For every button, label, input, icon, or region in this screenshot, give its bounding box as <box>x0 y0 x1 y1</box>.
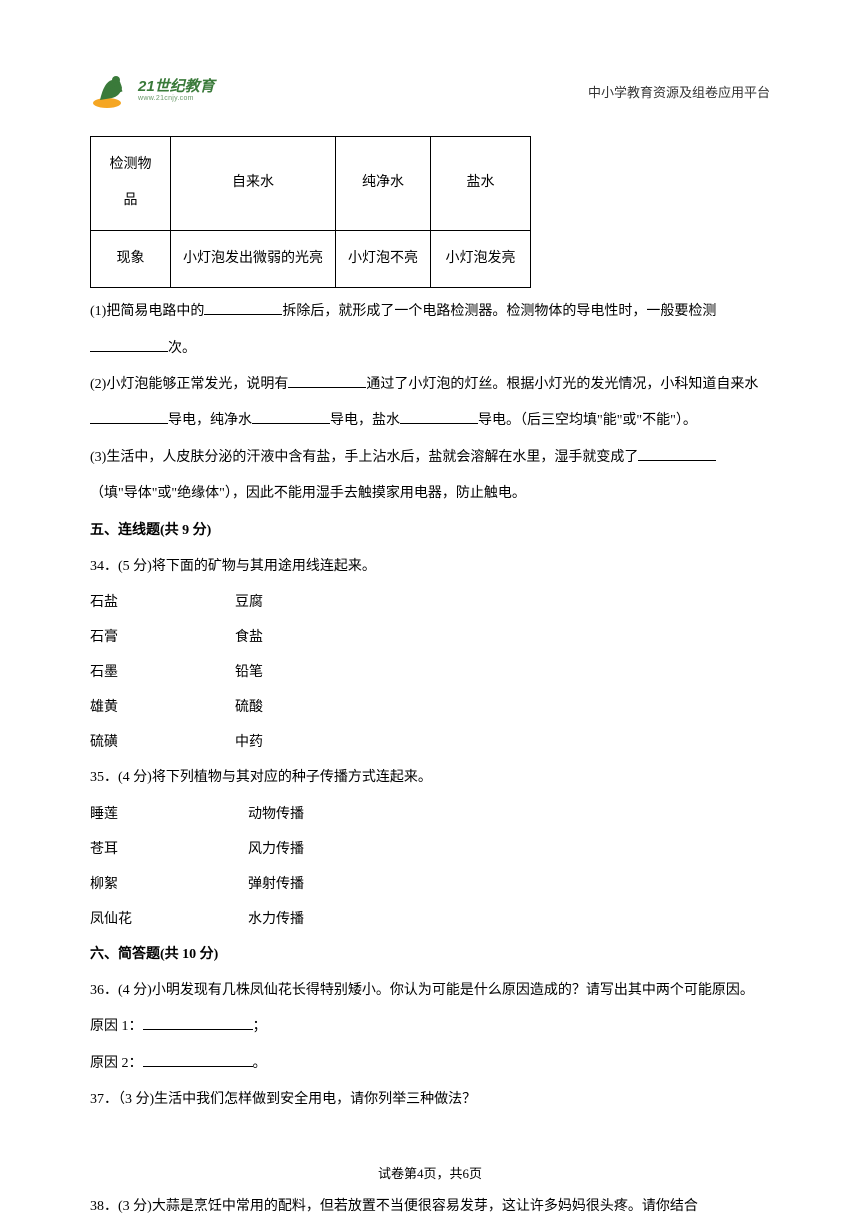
q2-text: 通过了小灯泡的灯丝。根据小灯光的发光情况，小科知道自来水 <box>366 377 758 392</box>
table-row: 现象 小灯泡发出微弱的光亮 小灯泡不亮 小灯泡发亮 <box>91 230 531 287</box>
match-right: 中药 <box>235 725 263 760</box>
reason-suffix: 。 <box>253 1056 267 1071</box>
match-right: 豆腐 <box>235 585 263 620</box>
match-right: 水力传播 <box>248 902 304 937</box>
table-cell: 纯净水 <box>336 137 431 231</box>
match-right: 动物传播 <box>248 797 304 832</box>
match-left: 硫磺 <box>90 725 235 760</box>
match-row: 硫磺中药 <box>90 725 770 760</box>
match-left: 柳絮 <box>90 867 248 902</box>
blank-input[interactable] <box>143 1053 253 1067</box>
content-body: 检测物品 自来水 纯净水 盐水 现象 小灯泡发出微弱的光亮 小灯泡不亮 小灯泡发… <box>90 136 770 1225</box>
logo-icon <box>90 70 132 112</box>
question-36-reason1: 原因 1： ； <box>90 1009 770 1045</box>
blank-input[interactable] <box>204 301 282 315</box>
table-cell: 现象 <box>91 230 171 287</box>
match-left: 石盐 <box>90 585 235 620</box>
table-cell: 小灯泡不亮 <box>336 230 431 287</box>
page-footer: 试卷第4页，共6页 <box>0 1163 860 1182</box>
q1-text: (1)把简易电路中的 <box>90 304 204 319</box>
platform-text: 中小学教育资源及组卷应用平台 <box>588 82 770 101</box>
match-right: 硫酸 <box>235 690 263 725</box>
question-34-prompt: 34．(5 分)将下面的矿物与其用途用线连起来。 <box>90 549 770 585</box>
reason-suffix: ； <box>253 1019 267 1034</box>
match-left: 苍耳 <box>90 832 248 867</box>
match-left: 石墨 <box>90 655 235 690</box>
question-36-reason2: 原因 2： 。 <box>90 1046 770 1082</box>
match-right: 食盐 <box>235 620 263 655</box>
blank-input[interactable] <box>252 410 330 424</box>
table-cell: 自来水 <box>171 137 336 231</box>
question-38-prompt: 38．(3 分)大蒜是烹饪中常用的配料，但若放置不当便很容易发芽，这让许多妈妈很… <box>90 1189 770 1225</box>
match-row: 睡莲动物传播 <box>90 797 770 832</box>
question-3b: （填"导体"或"绝缘体"），因此不能用湿手去触摸家用电器，防止触电。 <box>90 476 770 512</box>
question-36-prompt: 36．(4 分)小明发现有几株凤仙花长得特别矮小。你认为可能是什么原因造成的？请… <box>90 973 770 1009</box>
q2-text: 导电。（后三空均填"能"或"不能"）。 <box>478 413 697 428</box>
q2-text: 导电，纯净水 <box>168 413 252 428</box>
blank-input[interactable] <box>90 410 168 424</box>
question-35-prompt: 35．(4 分)将下列植物与其对应的种子传播方式连起来。 <box>90 760 770 796</box>
section-6-title: 六、简答题(共 10 分) <box>90 937 770 973</box>
match-left: 雄黄 <box>90 690 235 725</box>
table-cell: 小灯泡发出微弱的光亮 <box>171 230 336 287</box>
q3-text: （填"导体"或"绝缘体"），因此不能用湿手去触摸家用电器，防止触电。 <box>90 486 526 501</box>
reason-label: 原因 1： <box>90 1019 143 1034</box>
match-row: 雄黄硫酸 <box>90 690 770 725</box>
logo-title: 21世纪教育 <box>138 79 215 96</box>
match-row: 凤仙花水力传播 <box>90 902 770 937</box>
question-1: (1)把简易电路中的 拆除后，就形成了一个电路检测器。检测物体的导电性时，一般要检… <box>90 294 770 367</box>
match-row: 柳絮弹射传播 <box>90 867 770 902</box>
question-2: (2)小灯泡能够正常发光，说明有 通过了小灯泡的灯丝。根据小灯光的发光情况，小科知… <box>90 367 770 440</box>
q3-text: (3)生活中，人皮肤分泌的汗液中含有盐，手上沾水后，盐就会溶解在水里，湿手就变成… <box>90 450 638 465</box>
match-row: 石墨铅笔 <box>90 655 770 690</box>
blank-input[interactable] <box>288 374 366 388</box>
experiment-table: 检测物品 自来水 纯净水 盐水 现象 小灯泡发出微弱的光亮 小灯泡不亮 小灯泡发… <box>90 136 531 288</box>
logo-text: 21世纪教育 www.21cnjy.com <box>138 79 215 103</box>
match-right: 风力传播 <box>248 832 304 867</box>
match-row: 苍耳风力传播 <box>90 832 770 867</box>
question-3: (3)生活中，人皮肤分泌的汗液中含有盐，手上沾水后，盐就会溶解在水里，湿手就变成… <box>90 440 770 476</box>
q2-text: (2)小灯泡能够正常发光，说明有 <box>90 377 288 392</box>
q1-text: 次。 <box>168 341 196 356</box>
match-right: 铅笔 <box>235 655 263 690</box>
logo: 21世纪教育 www.21cnjy.com <box>90 70 215 112</box>
section-5-title: 五、连线题(共 9 分) <box>90 513 770 549</box>
match-left: 睡莲 <box>90 797 248 832</box>
logo-url: www.21cnjy.com <box>138 95 215 103</box>
match-row: 石盐豆腐 <box>90 585 770 620</box>
table-row: 检测物品 自来水 纯净水 盐水 <box>91 137 531 231</box>
table-cell: 盐水 <box>431 137 531 231</box>
q2-text: 导电，盐水 <box>330 413 400 428</box>
blank-input[interactable] <box>400 410 478 424</box>
blank-input[interactable] <box>638 447 716 461</box>
match-row: 石膏食盐 <box>90 620 770 655</box>
q1-text: 拆除后，就形成了一个电路检测器。检测物体的导电性时，一般要检测 <box>282 304 716 319</box>
match-right: 弹射传播 <box>248 867 304 902</box>
page-header: 21世纪教育 www.21cnjy.com 中小学教育资源及组卷应用平台 <box>90 70 770 112</box>
blank-input[interactable] <box>90 338 168 352</box>
table-cell: 检测物品 <box>91 137 171 231</box>
table-cell: 小灯泡发亮 <box>431 230 531 287</box>
match-left: 石膏 <box>90 620 235 655</box>
blank-input[interactable] <box>143 1016 253 1030</box>
reason-label: 原因 2： <box>90 1056 143 1071</box>
match-left: 凤仙花 <box>90 902 248 937</box>
question-37-prompt: 37．（3 分)生活中我们怎样做到安全用电，请你列举三种做法？ <box>90 1082 770 1118</box>
